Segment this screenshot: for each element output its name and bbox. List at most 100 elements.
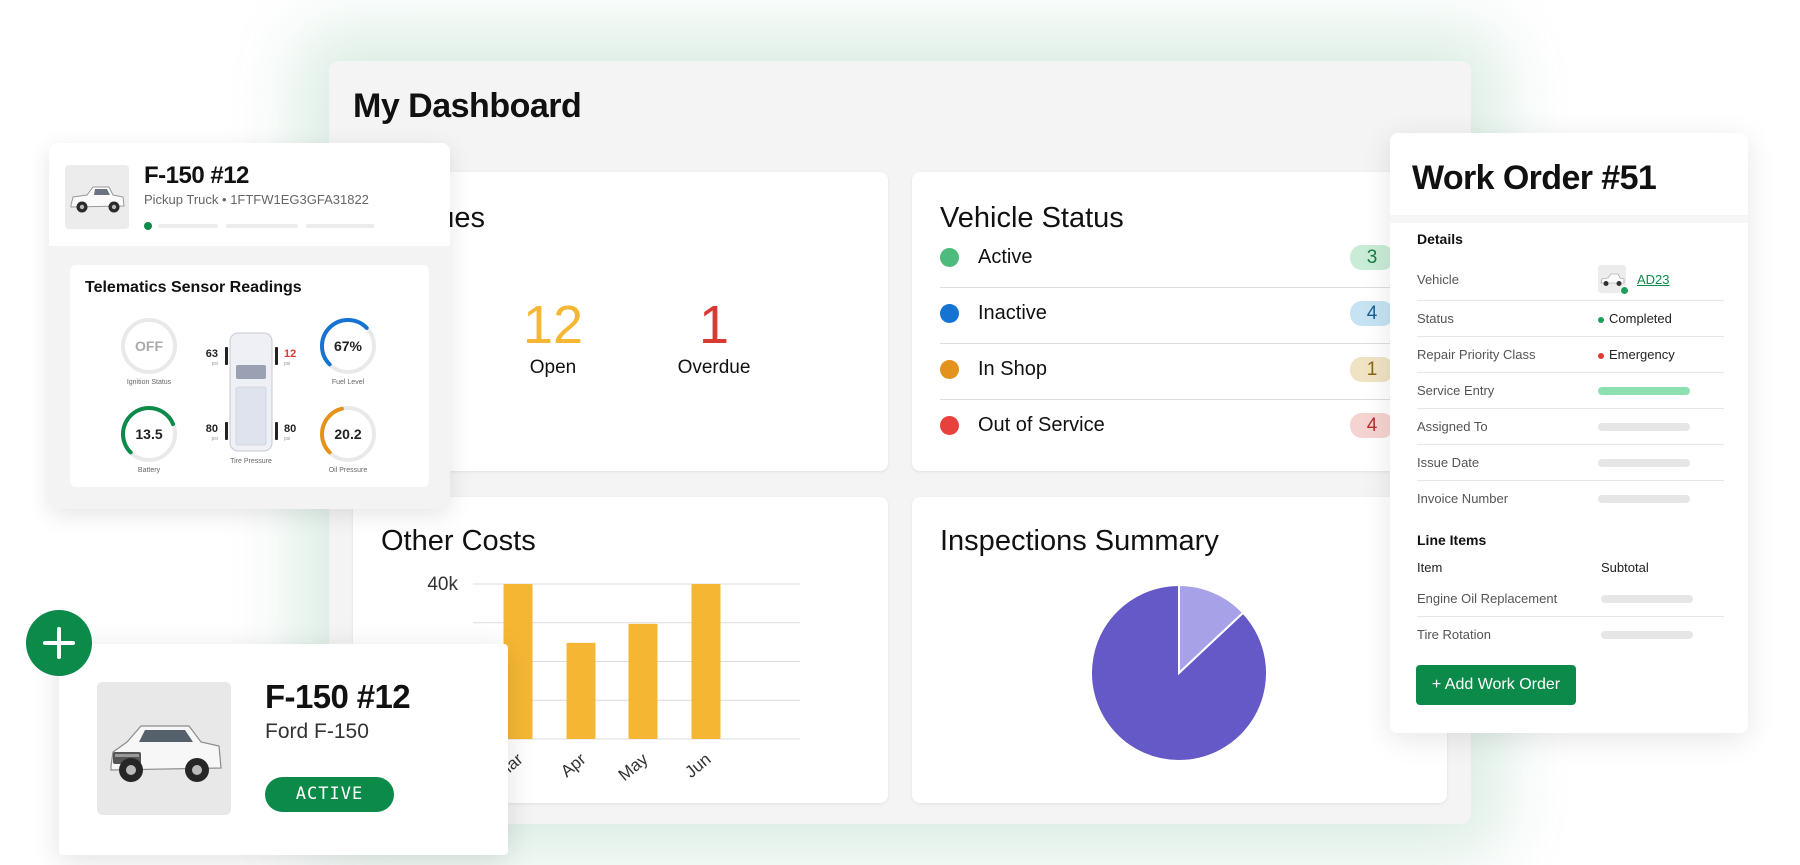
telematics-gauges: OFF Ignition Status 67% Fuel Level 13.5 Batte… bbox=[121, 318, 376, 474]
fuel-gauge-value: 67% bbox=[334, 338, 363, 354]
line-items-heading: Line Items bbox=[1417, 532, 1487, 548]
ignition-gauge-value: OFF bbox=[135, 338, 163, 354]
telematics-card[interactable]: F-150 #12 Pickup Truck • 1FTFW1EG3GFA318… bbox=[49, 143, 450, 509]
fuel-gauge-label: Fuel Level bbox=[332, 379, 365, 386]
status-badge: ACTIVE bbox=[265, 777, 394, 812]
pie-slice-0 bbox=[1178, 583, 1245, 676]
telematics-header: F-150 #12 Pickup Truck • 1FTFW1EG3GFA318… bbox=[49, 143, 450, 246]
col-subtotal-header: Subtotal bbox=[1601, 560, 1649, 575]
vehicle-link[interactable]: AD23 bbox=[1637, 272, 1670, 287]
online-status-dot bbox=[1620, 286, 1629, 295]
issue-date-placeholder bbox=[1598, 459, 1690, 467]
divider bbox=[1390, 215, 1748, 223]
bar-apr bbox=[566, 642, 596, 739]
line-item-name: Engine Oil Replacement bbox=[1417, 591, 1558, 606]
truck-bed-icon bbox=[235, 386, 267, 446]
fuel-gauge-arc bbox=[320, 318, 369, 367]
telematics-readings-title: Telematics Sensor Readings bbox=[85, 279, 302, 296]
y-tick-label: 40k bbox=[427, 574, 458, 595]
vehicle-avatar bbox=[1598, 265, 1629, 295]
tire-front-right: 12 bbox=[284, 348, 296, 360]
x-tick-label-may: May bbox=[615, 749, 652, 785]
status-label: In Shop bbox=[978, 358, 1047, 380]
status-count-badge: 3 bbox=[1350, 245, 1394, 270]
status-label: Status bbox=[1417, 311, 1454, 326]
status-text: Completed bbox=[1609, 311, 1672, 326]
tire-unit: psi bbox=[284, 361, 290, 367]
vehicle-thumbnail bbox=[65, 165, 129, 229]
bar-mar bbox=[503, 584, 533, 739]
vehicle-status-title: Vehicle Status bbox=[940, 202, 1124, 234]
vehicle-model: Ford F-150 bbox=[265, 720, 369, 743]
vehicle-status-card: Vehicle Status Active 3 Inactive 4 In Shop 1 O… bbox=[912, 172, 1447, 471]
page-title: My Dashboard bbox=[353, 87, 582, 125]
work-order-title: Work Order #51 bbox=[1412, 159, 1657, 197]
table-row[interactable]: Tire Rotation bbox=[1417, 617, 1724, 653]
x-tick-label-apr: Apr bbox=[557, 749, 590, 781]
table-row[interactable]: Engine Oil Replacement bbox=[1417, 581, 1724, 617]
dashboard-panel: My Dashboard n Issues 12 Open 1 Overdue … bbox=[329, 61, 1471, 824]
work-order-card: Work Order #51 Details Vehicle AD23 Stat… bbox=[1390, 133, 1748, 733]
vehicle-card[interactable]: F-150 #12 Ford F-150 ACTIVE bbox=[59, 644, 508, 855]
completed-dot-icon bbox=[1598, 316, 1604, 323]
invoice-label: Invoice Number bbox=[1417, 491, 1509, 506]
overdue-issues-label: Overdue bbox=[677, 357, 751, 378]
bar-may bbox=[628, 623, 658, 739]
tire-icon-3 bbox=[275, 422, 278, 440]
ignition-gauge-label: Ignition Status bbox=[127, 379, 172, 386]
tire-icon-0 bbox=[225, 347, 228, 365]
tire-rear-left: 80 bbox=[206, 423, 218, 435]
status-dot-icon bbox=[940, 416, 959, 435]
status-dot-icon bbox=[940, 248, 959, 267]
assigned-placeholder bbox=[1598, 423, 1690, 431]
status-value: Completed bbox=[1598, 311, 1672, 326]
assigned-label: Assigned To bbox=[1417, 419, 1488, 434]
status-row-active[interactable]: Active 3 bbox=[940, 232, 1394, 288]
oil-gauge-value: 20.2 bbox=[334, 426, 361, 442]
tire-rear-right: 80 bbox=[284, 423, 296, 435]
priority-row: Repair Priority Class Emergency bbox=[1417, 337, 1724, 373]
truck-cab-icon bbox=[236, 365, 266, 379]
add-vehicle-plus-icon[interactable] bbox=[26, 610, 92, 676]
status-row: Status Completed bbox=[1417, 301, 1724, 337]
emergency-dot-icon bbox=[1598, 352, 1604, 359]
telematics-vehicle-name[interactable]: F-150 #12 bbox=[144, 162, 249, 189]
line-item-name: Tire Rotation bbox=[1417, 627, 1491, 642]
open-issues-count[interactable]: 12 bbox=[522, 295, 584, 355]
status-label: Inactive bbox=[978, 302, 1047, 324]
status-label: Active bbox=[978, 246, 1033, 268]
add-work-order-button[interactable]: + Add Work Order bbox=[1416, 665, 1576, 705]
service-entry-placeholder bbox=[1598, 387, 1690, 395]
subtotal-placeholder bbox=[1601, 595, 1693, 603]
vehicle-name[interactable]: F-150 #12 bbox=[265, 678, 411, 715]
subtotal-placeholder bbox=[1601, 631, 1693, 639]
status-dot-icon bbox=[940, 304, 959, 323]
status-row-out-of-service[interactable]: Out of Service 4 bbox=[940, 400, 1394, 456]
status-count-badge: 4 bbox=[1350, 413, 1394, 438]
col-item-header: Item bbox=[1417, 560, 1443, 575]
vehicle-label: Vehicle bbox=[1417, 272, 1459, 287]
status-row-in-shop[interactable]: In Shop 1 bbox=[940, 344, 1394, 400]
telematics-readings-panel: Telematics Sensor Readings OFF Ignition S… bbox=[70, 265, 429, 487]
battery-gauge-label: Battery bbox=[138, 467, 161, 474]
bar-jun bbox=[691, 584, 721, 739]
tire-front-left: 63 bbox=[206, 348, 218, 360]
telematics-progress-bar bbox=[144, 222, 374, 230]
ignition-gauge-track bbox=[121, 318, 177, 374]
inspections-pie-chart bbox=[1090, 583, 1268, 762]
priority-value: Emergency bbox=[1598, 347, 1675, 362]
vehicle-photo bbox=[97, 682, 231, 815]
open-issues-label: Open bbox=[529, 357, 577, 378]
issue-date-row: Issue Date bbox=[1417, 445, 1724, 481]
status-row-inactive[interactable]: Inactive 4 bbox=[940, 288, 1394, 344]
priority-text: Emergency bbox=[1609, 347, 1675, 362]
status-count-badge: 1 bbox=[1350, 357, 1394, 382]
tire-icon-2 bbox=[225, 422, 228, 440]
overdue-issues-count[interactable]: 1 bbox=[698, 295, 730, 355]
service-entry-row: Service Entry bbox=[1417, 373, 1724, 409]
status-dot-icon bbox=[940, 360, 959, 379]
invoice-placeholder bbox=[1598, 495, 1690, 503]
telematics-vehicle-subtitle: Pickup Truck • 1FTFW1EG3GFA31822 bbox=[144, 192, 369, 207]
status-label: Out of Service bbox=[978, 414, 1105, 436]
tire-unit: psi bbox=[284, 436, 290, 442]
